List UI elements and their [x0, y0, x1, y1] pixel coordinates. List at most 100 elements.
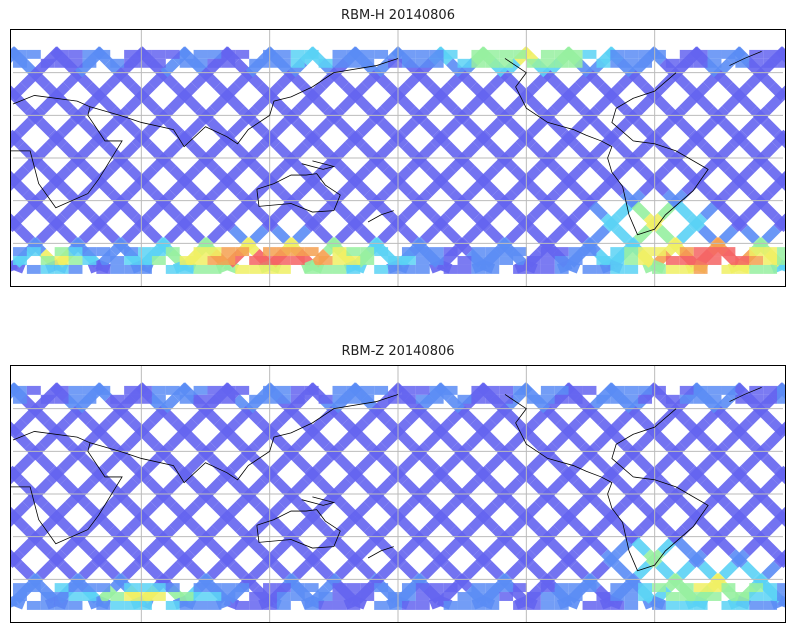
track-segment [249, 561, 269, 580]
track-segment [725, 82, 745, 102]
track-segment [631, 537, 651, 557]
polar-band-cell [540, 600, 555, 610]
track-segment [771, 213, 785, 233]
polar-band-cell [693, 600, 708, 610]
polar-band-cell [610, 58, 625, 68]
track-segment [321, 489, 340, 509]
track-segment [314, 225, 334, 244]
polar-band-cell [96, 264, 111, 274]
track-segment [119, 537, 139, 557]
polar-band-cell [26, 600, 41, 610]
polar-band-cell [485, 256, 500, 265]
track-segment [193, 153, 212, 173]
polar-band-cell [54, 49, 69, 59]
track-segment [167, 430, 187, 449]
track-segment [302, 465, 322, 485]
track-segment [65, 489, 84, 509]
polar-band-cell [429, 247, 444, 257]
polar-band-cell [26, 583, 41, 593]
track-segment [655, 225, 675, 244]
polar-band-cell [582, 583, 597, 593]
polar-band-cell [110, 256, 125, 265]
track-segment [671, 406, 691, 426]
track-segment [740, 225, 760, 244]
polar-band-cell [554, 247, 569, 257]
track-segment [150, 489, 170, 509]
polar-band-cell [499, 385, 514, 395]
polar-band-cell [415, 264, 430, 274]
polar-band-cell [596, 264, 611, 274]
polar-band-cell [554, 49, 569, 59]
track-segment [728, 213, 748, 233]
track-segment [759, 477, 779, 497]
track-segment [316, 201, 336, 221]
track-segment [588, 201, 608, 221]
track-segment [225, 430, 245, 449]
track-segment [174, 129, 194, 149]
track-segment [307, 82, 327, 102]
polar-band-cell [318, 58, 333, 68]
polar-band-cell [124, 592, 139, 601]
track-segment [58, 225, 78, 244]
polar-band-cell [276, 58, 291, 68]
track-segment [188, 537, 208, 557]
track-segment [778, 513, 785, 527]
polar-band-cell [777, 256, 785, 265]
track-segment [683, 418, 703, 438]
track-segment [76, 537, 96, 557]
track-segment [105, 406, 125, 426]
track-segment [442, 561, 462, 580]
polar-band-cell [290, 385, 305, 395]
polar-band-cell [526, 394, 541, 404]
polar-band-cell [151, 49, 166, 59]
polar-band-cell [624, 49, 639, 59]
polar-band-cell [346, 583, 361, 593]
track-segment [11, 165, 30, 185]
track-segment [216, 129, 236, 149]
track-segment [612, 117, 632, 137]
track-segment [249, 117, 269, 137]
polar-band-cell [110, 600, 125, 610]
polar-band-cell [638, 256, 653, 265]
polar-band-cell [110, 592, 125, 601]
track-segment [469, 418, 489, 438]
polar-band-cell [721, 583, 736, 593]
track-segment [570, 561, 590, 580]
track-segment [252, 94, 272, 113]
track-segment [465, 94, 485, 113]
polar-band-cell [693, 58, 708, 68]
polar-band-cell [207, 394, 222, 404]
track-segment [206, 561, 226, 580]
track-segment [467, 501, 487, 521]
track-segment [657, 141, 677, 161]
track-segment [145, 537, 165, 557]
track-segment [572, 201, 592, 221]
track-segment [266, 165, 286, 185]
track-segment [593, 94, 613, 113]
polar-band-cell [721, 600, 736, 610]
track-segment [546, 537, 566, 557]
polar-band-cell [235, 600, 250, 610]
polar-band-cell [693, 583, 708, 593]
polar-band-cell [457, 592, 472, 601]
track-segment [81, 430, 101, 449]
coastline [729, 386, 762, 402]
track-segment [442, 117, 462, 137]
polar-band-cell [777, 394, 785, 404]
polar-band-cell [360, 256, 375, 265]
polar-band-cell [124, 394, 139, 404]
track-segment [268, 430, 288, 449]
polar-band-cell [388, 58, 402, 68]
polar-band-cell [13, 385, 27, 395]
track-segment [700, 537, 720, 557]
track-segment [517, 465, 537, 485]
coastline [89, 394, 399, 484]
track-segment [510, 501, 530, 521]
polar-band-cell [290, 256, 305, 265]
track-segment [34, 537, 54, 557]
track-segment [546, 141, 566, 161]
polar-band-cell [374, 385, 389, 395]
polar-band-cell [415, 49, 430, 59]
track-segment [730, 129, 750, 149]
polar-band-cell [721, 264, 736, 274]
